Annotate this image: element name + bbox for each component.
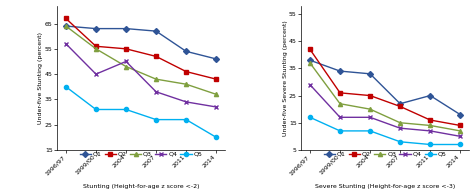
Line: Q3: Q3 xyxy=(308,61,462,133)
Q5 xyxy=(213,136,219,138)
Q4 xyxy=(63,43,69,45)
Q4 xyxy=(307,83,313,86)
Q3 xyxy=(153,78,159,80)
Legend: Q1, Q2, Q3, Q4, Q5: Q1, Q2, Q3, Q4, Q5 xyxy=(321,149,449,159)
Y-axis label: Under-five Severe Stunting (percent): Under-five Severe Stunting (percent) xyxy=(283,20,288,136)
Y-axis label: Under-five Stunting (percent): Under-five Stunting (percent) xyxy=(38,32,44,124)
Q5 xyxy=(93,108,99,111)
Q1 xyxy=(337,70,343,72)
Q1 xyxy=(153,30,159,32)
Text: Severe Stunting (Height-for-age z score <-3): Severe Stunting (Height-for-age z score … xyxy=(315,184,455,189)
Q2 xyxy=(183,70,189,73)
Q5 xyxy=(153,118,159,121)
Q2 xyxy=(63,17,69,20)
Line: Q4: Q4 xyxy=(64,42,218,109)
Q5 xyxy=(183,118,189,121)
Q3 xyxy=(213,93,219,96)
Text: Stunting (Height-for-age z score <-2): Stunting (Height-for-age z score <-2) xyxy=(83,184,199,189)
Q2 xyxy=(397,105,403,108)
Q2 xyxy=(367,94,373,97)
Q1 xyxy=(457,113,463,116)
Q5 xyxy=(307,116,313,119)
Line: Q2: Q2 xyxy=(64,16,218,81)
Q2 xyxy=(307,48,313,51)
Q4 xyxy=(93,73,99,75)
Q1 xyxy=(63,25,69,27)
Q2 xyxy=(457,124,463,127)
Q1 xyxy=(123,27,129,30)
Q3 xyxy=(337,103,343,105)
Q5 xyxy=(428,143,433,146)
Q1 xyxy=(183,50,189,52)
Q2 xyxy=(428,119,433,121)
Line: Q1: Q1 xyxy=(64,24,218,61)
Q5 xyxy=(367,130,373,132)
Q1 xyxy=(367,73,373,75)
Q5 xyxy=(63,86,69,88)
Q1 xyxy=(307,59,313,61)
Q4 xyxy=(213,106,219,108)
Line: Q4: Q4 xyxy=(308,83,462,138)
Q4 xyxy=(153,91,159,93)
Line: Q5: Q5 xyxy=(64,85,218,139)
Q1 xyxy=(397,103,403,105)
Line: Q5: Q5 xyxy=(308,115,462,147)
Line: Q2: Q2 xyxy=(308,47,462,128)
Q5 xyxy=(337,130,343,132)
Q1 xyxy=(213,58,219,60)
Q1 xyxy=(93,27,99,30)
Line: Q1: Q1 xyxy=(308,58,462,117)
Line: Q3: Q3 xyxy=(64,24,218,96)
Legend: Q1, Q2, Q3, Q4, Q5: Q1, Q2, Q3, Q4, Q5 xyxy=(77,149,205,159)
Q5 xyxy=(457,143,463,146)
Q4 xyxy=(337,116,343,119)
Q3 xyxy=(63,25,69,27)
Q3 xyxy=(397,121,403,124)
Q3 xyxy=(123,65,129,68)
Q2 xyxy=(153,55,159,58)
Q5 xyxy=(123,108,129,111)
Q4 xyxy=(123,60,129,63)
Q4 xyxy=(397,127,403,129)
Q2 xyxy=(93,45,99,47)
Q4 xyxy=(183,101,189,103)
Q3 xyxy=(428,124,433,127)
Q3 xyxy=(307,62,313,64)
Q3 xyxy=(457,130,463,132)
Q1 xyxy=(428,94,433,97)
Q3 xyxy=(183,83,189,85)
Q4 xyxy=(367,116,373,119)
Q5 xyxy=(397,141,403,143)
Q4 xyxy=(428,130,433,132)
Q4 xyxy=(457,135,463,137)
Q2 xyxy=(123,48,129,50)
Q3 xyxy=(367,108,373,110)
Q2 xyxy=(213,78,219,80)
Q2 xyxy=(337,92,343,94)
Q3 xyxy=(93,48,99,50)
